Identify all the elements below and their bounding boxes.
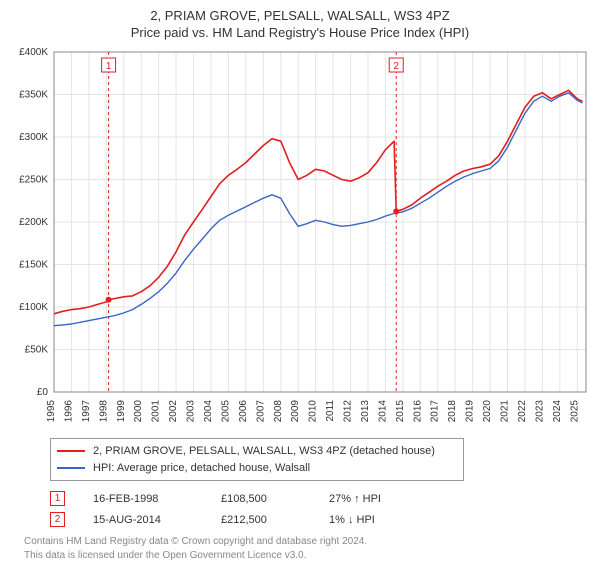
svg-text:£150K: £150K [19,260,48,271]
chart-subtitle: Price paid vs. HM Land Registry's House … [8,25,592,40]
footer-line-1: Contains HM Land Registry data © Crown c… [24,535,592,549]
svg-text:2024: 2024 [552,400,563,423]
chart-title-address: 2, PRIAM GROVE, PELSALL, WALSALL, WS3 4P… [8,8,592,23]
svg-text:2009: 2009 [290,400,301,423]
sale-vs-hpi: 1% ↓ HPI [329,514,375,526]
svg-text:2003: 2003 [186,400,197,423]
legend-label: HPI: Average price, detached house, Wals… [93,460,310,477]
svg-text:£200K: £200K [19,217,48,228]
svg-text:2006: 2006 [238,400,249,423]
svg-text:2023: 2023 [534,400,545,423]
sale-marker: 1 [50,491,65,506]
svg-text:2019: 2019 [465,400,476,423]
svg-text:2013: 2013 [360,400,371,423]
svg-text:1: 1 [106,61,112,72]
svg-text:2008: 2008 [273,400,284,423]
svg-text:2002: 2002 [168,400,179,423]
svg-text:2016: 2016 [412,400,423,423]
sale-vs-hpi: 27% ↑ HPI [329,493,381,505]
svg-text:£0: £0 [37,387,49,398]
svg-text:2020: 2020 [482,400,493,423]
svg-text:£400K: £400K [19,47,48,58]
svg-text:2000: 2000 [133,400,144,423]
legend-item: HPI: Average price, detached house, Wals… [57,460,457,477]
legend-swatch [57,450,85,452]
svg-text:£100K: £100K [19,302,48,313]
chart-container: £0 £50K £100K £150K £200K £250K £300K £350K £400… [8,46,592,432]
svg-text:£350K: £350K [19,90,48,101]
sale-row: 2 15-AUG-2014 £212,500 1% ↓ HPI [50,512,550,527]
sale-date: 15-AUG-2014 [93,514,193,526]
svg-text:2022: 2022 [517,400,528,423]
svg-text:1996: 1996 [63,400,74,423]
sale-price: £212,500 [221,514,301,526]
svg-text:2004: 2004 [203,400,214,423]
svg-text:2007: 2007 [255,400,266,423]
svg-text:£300K: £300K [19,132,48,143]
svg-text:£50K: £50K [25,345,49,356]
sale-price: £108,500 [221,493,301,505]
svg-text:£250K: £250K [19,175,48,186]
sale-marker: 2 [50,512,65,527]
chart-legend: 2, PRIAM GROVE, PELSALL, WALSALL, WS3 4P… [50,438,464,481]
legend-label: 2, PRIAM GROVE, PELSALL, WALSALL, WS3 4P… [93,443,435,460]
sales-table: 1 16-FEB-1998 £108,500 27% ↑ HPI 2 15-AUG-201… [50,491,550,527]
svg-text:2018: 2018 [447,400,458,423]
svg-text:2021: 2021 [500,400,511,423]
svg-text:2012: 2012 [343,400,354,423]
legend-swatch [57,467,85,469]
svg-text:1998: 1998 [98,400,109,423]
svg-text:1999: 1999 [116,400,127,423]
svg-text:2017: 2017 [430,400,441,423]
svg-text:2001: 2001 [151,400,162,423]
sale-date: 16-FEB-1998 [93,493,193,505]
svg-text:2010: 2010 [308,400,319,423]
footer-attribution: Contains HM Land Registry data © Crown c… [24,535,592,562]
svg-text:2015: 2015 [395,400,406,423]
svg-text:2: 2 [393,61,399,72]
svg-text:1997: 1997 [81,400,92,423]
sale-row: 1 16-FEB-1998 £108,500 27% ↑ HPI [50,491,550,506]
price-vs-hpi-chart: £0 £50K £100K £150K £200K £250K £300K £350K £400… [8,46,592,432]
svg-text:1995: 1995 [46,400,57,423]
legend-item: 2, PRIAM GROVE, PELSALL, WALSALL, WS3 4P… [57,443,457,460]
svg-text:2025: 2025 [569,400,580,423]
svg-text:2014: 2014 [377,400,388,423]
svg-text:2011: 2011 [325,400,336,422]
svg-text:2005: 2005 [220,400,231,423]
